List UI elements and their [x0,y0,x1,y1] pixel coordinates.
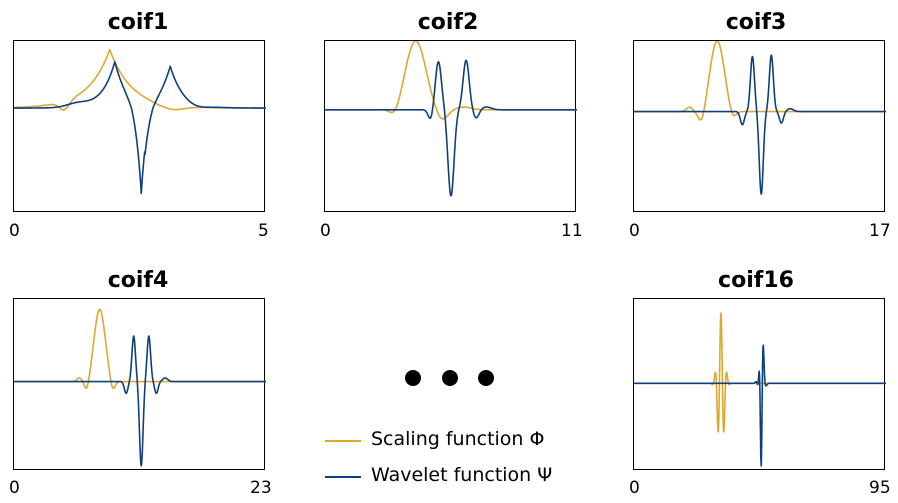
chart-title-coif2: coif2 [417,10,479,35]
chart-title-coif4: coif4 [107,268,169,293]
x-tick-max-coif3: 17 [869,221,891,241]
ellipsis-dot [442,370,458,386]
x-tick-max-coif4: 23 [250,478,272,498]
legend-label-scaling: Scaling function Φ [371,428,545,450]
x-tick-min-coif1: 0 [9,221,20,241]
wavelet-function-line [634,54,886,195]
wavelet-function-line [634,344,886,467]
chart-svg-coif16 [634,312,886,467]
ellipsis-dot [478,370,494,386]
chart-title-coif16: coif16 [718,268,794,293]
x-tick-min-coif2: 0 [320,221,331,241]
x-tick-max-coif16: 95 [869,478,891,498]
chart-svg-coif4 [14,308,266,467]
legend-swatch-scaling [325,440,361,442]
plot-area-coif4 [13,298,266,470]
plot-area-coif3 [633,40,886,212]
x-tick-min-coif16: 0 [629,478,640,498]
chart-svg-coif2 [325,41,577,197]
legend-label-wavelet: Wavelet function Ψ [371,464,553,486]
chart-title-coif3: coif3 [725,10,787,35]
ellipsis-dot [405,370,421,386]
x-tick-min-coif3: 0 [629,221,640,241]
wavelet-function-line [325,59,577,197]
plot-area-coif2 [324,40,577,212]
x-tick-min-coif4: 0 [9,478,20,498]
chart-svg-coif3 [634,41,886,195]
scaling-function-line [14,48,266,111]
legend-swatch-wavelet [325,476,361,478]
scaling-function-line [634,41,886,121]
chart-title-coif1: coif1 [107,10,169,35]
scaling-function-line [325,41,577,120]
plot-area-coif16 [633,298,886,470]
wavelet-function-line [14,61,266,195]
chart-svg-coif1 [14,48,266,195]
x-tick-max-coif1: 5 [258,221,269,241]
x-tick-max-coif2: 11 [561,221,583,241]
plot-area-coif1 [13,40,266,212]
scaling-function-line [14,308,266,390]
wavelet-function-line [14,335,266,467]
